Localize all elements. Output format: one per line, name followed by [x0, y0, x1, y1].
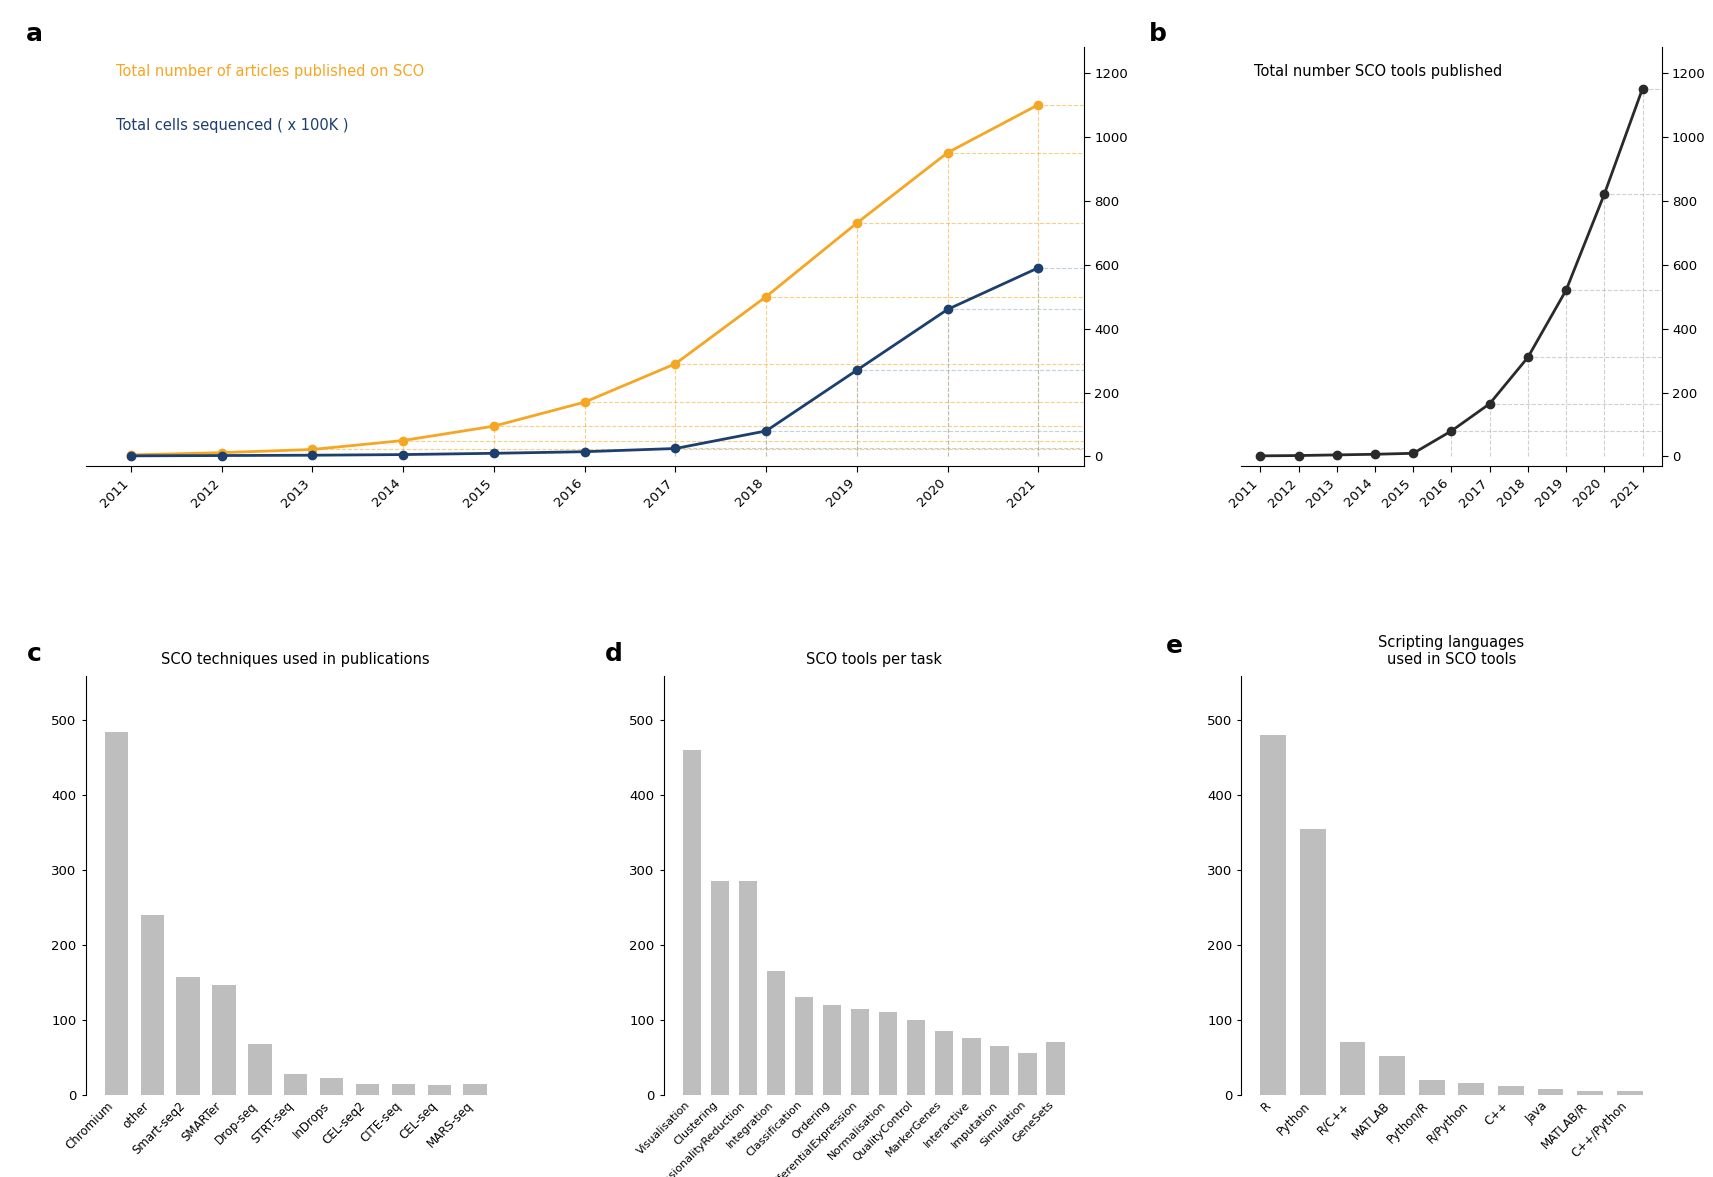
Bar — [963, 1038, 980, 1095]
Bar — [795, 997, 812, 1095]
Title: Scripting languages
used in SCO tools: Scripting languages used in SCO tools — [1379, 636, 1525, 667]
Bar — [140, 915, 164, 1095]
Bar — [879, 1012, 896, 1095]
Bar — [767, 971, 785, 1095]
Text: Total number of articles published on SCO: Total number of articles published on SC… — [115, 64, 423, 79]
Bar — [822, 1005, 841, 1095]
Bar — [906, 1019, 925, 1095]
Bar — [1379, 1056, 1405, 1095]
Bar — [1497, 1085, 1525, 1095]
Bar — [738, 882, 757, 1095]
Bar — [1019, 1053, 1036, 1095]
Bar — [320, 1078, 343, 1095]
Text: Total cells sequenced ( x 100K ): Total cells sequenced ( x 100K ) — [115, 119, 348, 133]
Bar — [104, 732, 128, 1095]
Text: e: e — [1167, 633, 1182, 658]
Bar — [464, 1084, 486, 1095]
Bar — [1340, 1043, 1365, 1095]
Bar — [1047, 1043, 1065, 1095]
Text: b: b — [1149, 22, 1167, 46]
Bar — [356, 1084, 379, 1095]
Bar — [392, 1084, 415, 1095]
Bar — [1578, 1091, 1603, 1095]
Bar — [212, 985, 236, 1095]
Text: Total number SCO tools published: Total number SCO tools published — [1254, 64, 1502, 79]
Bar — [1617, 1091, 1643, 1095]
Bar — [1300, 829, 1326, 1095]
Bar — [935, 1031, 952, 1095]
Title: SCO techniques used in publications: SCO techniques used in publications — [161, 652, 430, 667]
Bar — [851, 1009, 868, 1095]
Text: a: a — [26, 22, 43, 46]
Bar — [1261, 736, 1286, 1095]
Text: d: d — [605, 643, 622, 666]
Title: SCO tools per task: SCO tools per task — [805, 652, 942, 667]
Bar — [284, 1073, 307, 1095]
Bar — [428, 1085, 451, 1095]
Bar — [1458, 1083, 1483, 1095]
Bar — [990, 1046, 1009, 1095]
Bar — [711, 882, 728, 1095]
Text: c: c — [27, 643, 41, 666]
Bar — [176, 977, 200, 1095]
Bar — [248, 1044, 272, 1095]
Bar — [1418, 1079, 1444, 1095]
Bar — [1538, 1089, 1564, 1095]
Bar — [682, 751, 701, 1095]
